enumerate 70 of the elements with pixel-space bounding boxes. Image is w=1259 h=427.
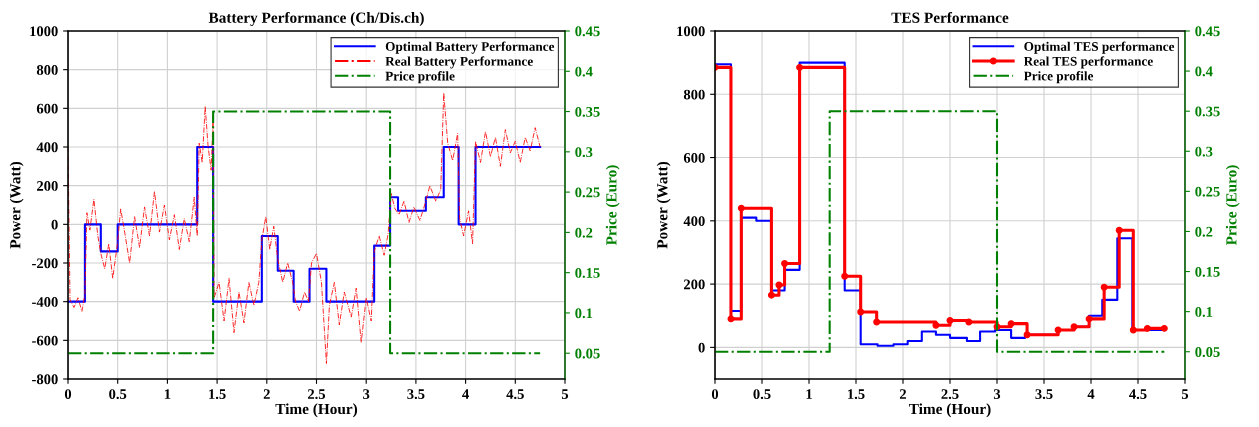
x-tick-label: 0 xyxy=(64,389,72,399)
x-tick-label: 4.5 xyxy=(506,389,524,400)
y-tick-label: 200 xyxy=(37,181,58,191)
y2-tick-label: 0.2 xyxy=(575,227,593,238)
y-tick-label: -200 xyxy=(32,258,58,269)
y2-tick-label: 0.4 xyxy=(575,66,593,77)
y-tick-label: 800 xyxy=(683,89,705,100)
y-tick-label: 0 xyxy=(698,342,705,353)
legend-label: Real Battery Performance xyxy=(385,56,533,69)
legend-label: Price profile xyxy=(1023,71,1094,84)
y-tick-label: 400 xyxy=(36,142,58,153)
x-tick-label: 4 xyxy=(1087,389,1095,399)
x-tick-label: 4.5 xyxy=(1129,389,1147,400)
y-tick-label: -400 xyxy=(32,297,58,307)
y2-tick-label: 0.45 xyxy=(575,26,600,37)
y2-tick-label: 0.15 xyxy=(1195,266,1220,277)
x-tick-label: 2.5 xyxy=(941,389,959,400)
legend-label: Optimal TES performance xyxy=(1024,41,1175,54)
y-axis-title: Power (Watt) xyxy=(656,161,671,249)
x-axis-title: Time (Hour) xyxy=(275,403,358,418)
x-tick-label: 3 xyxy=(363,389,370,399)
chart-title: TES Performance xyxy=(891,11,1009,23)
x-tick-label: 3.5 xyxy=(1035,389,1053,400)
y2-tick-label: 0.15 xyxy=(575,268,600,278)
x-tick-label: 5 xyxy=(561,389,569,399)
y-axis-title: Power (Watt) xyxy=(9,161,24,249)
y2-axis-title: Price (Euro) xyxy=(605,165,620,246)
y-tick-label: 0 xyxy=(51,219,58,230)
y-tick-label: 1000 xyxy=(30,26,58,37)
x-tick-label: 0.5 xyxy=(109,389,127,400)
x-tick-label: 0.5 xyxy=(753,389,771,400)
y-tick-label: 600 xyxy=(36,103,58,114)
y2-tick-label: 0.25 xyxy=(575,187,600,198)
y-tick-label: -800 xyxy=(32,374,58,385)
y2-tick-label: 0.4 xyxy=(1195,66,1213,77)
y2-tick-label: 0.3 xyxy=(575,147,593,158)
y-tick-label: -600 xyxy=(32,335,58,346)
x-tick-label: 0 xyxy=(711,389,719,399)
y2-tick-label: 0.1 xyxy=(575,308,593,319)
y-tick-label: 400 xyxy=(683,216,705,227)
x-tick-label: 2 xyxy=(899,389,907,399)
chart-title: Battery Performance (Ch/Dis.ch) xyxy=(208,11,424,26)
x-tick-label: 1.5 xyxy=(209,389,226,400)
x-tick-label: 2.5 xyxy=(308,389,326,400)
legend-label: Real TES performance xyxy=(1023,56,1153,69)
x-axis-title: Time (Hour) xyxy=(909,403,991,418)
x-tick-label: 5 xyxy=(1181,389,1189,399)
y2-tick-label: 0.25 xyxy=(1195,186,1220,197)
y2-tick-label: 0.3 xyxy=(1195,146,1213,157)
x-tick-label: 1.5 xyxy=(848,389,865,400)
y-tick-label: 200 xyxy=(684,279,705,290)
y2-tick-label: 0.1 xyxy=(1195,307,1213,317)
legend-label: Optimal Battery Performance xyxy=(385,41,555,54)
y2-tick-label: 0.05 xyxy=(1195,347,1220,357)
x-tick-label: 3.5 xyxy=(407,389,425,400)
y2-tick-label: 0.45 xyxy=(1195,26,1220,37)
y2-tick-label: 0.35 xyxy=(575,106,600,117)
y2-tick-label: 0.2 xyxy=(1195,226,1213,237)
x-tick-label: 4 xyxy=(462,389,469,399)
x-tick-label: 2 xyxy=(263,389,270,399)
x-tick-label: 1 xyxy=(806,389,812,399)
y2-tick-label: 0.05 xyxy=(575,348,600,359)
y2-tick-label: 0.35 xyxy=(1195,106,1220,117)
x-tick-label: 1 xyxy=(164,389,171,399)
y-tick-label: 800 xyxy=(36,65,58,75)
y-tick-label: 1000 xyxy=(677,26,705,37)
y2-axis-title: Price (Euro) xyxy=(1225,165,1240,246)
legend-label: Price profile xyxy=(385,71,455,84)
x-tick-label: 3 xyxy=(993,389,1001,399)
y-tick-label: 600 xyxy=(683,152,705,163)
